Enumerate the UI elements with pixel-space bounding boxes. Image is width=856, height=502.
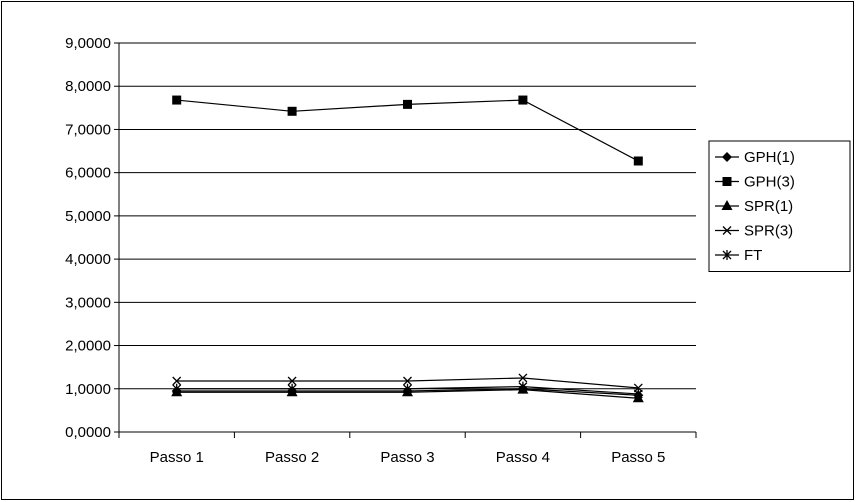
data-point-spr-3 xyxy=(518,373,528,383)
legend-label-spr-1: SPR(1) xyxy=(744,198,793,215)
marker-stroke xyxy=(403,376,412,386)
legend-marker-gph-3 xyxy=(722,177,732,186)
legend-label-spr-3: SPR(3) xyxy=(744,223,793,240)
legend-label-gph-1: GPH(1) xyxy=(744,149,795,166)
legend-marker-gph-1 xyxy=(722,152,732,162)
data-point-ft xyxy=(633,388,643,399)
data-point-gph-3 xyxy=(287,106,297,116)
data-point-gph-3 xyxy=(172,95,182,105)
legend-label-gph-3: GPH(3) xyxy=(744,174,795,191)
x-tick-label: Passo 3 xyxy=(380,449,434,466)
x-tick-label: Passo 4 xyxy=(496,449,550,466)
data-point-ft xyxy=(287,383,297,394)
y-tick-label: 0,0000 xyxy=(65,424,111,441)
x-tick-label: Passo 5 xyxy=(611,449,665,466)
y-tick-label: 3,0000 xyxy=(65,294,111,311)
legend-marker-ft xyxy=(722,250,732,260)
marker-stroke xyxy=(518,373,528,383)
y-tick-label: 8,0000 xyxy=(65,78,111,95)
y-tick-label: 7,0000 xyxy=(65,121,111,138)
marker-stroke xyxy=(172,376,182,386)
data-point-spr-3 xyxy=(287,376,297,386)
y-tick-label: 2,0000 xyxy=(65,338,111,355)
y-tick-label: 4,0000 xyxy=(65,251,111,268)
data-point-ft xyxy=(518,381,528,392)
legend-marker-spr-1 xyxy=(721,200,733,210)
data-point-gph-3 xyxy=(518,95,528,105)
data-point-ft xyxy=(172,383,182,394)
legend-label-ft: FT xyxy=(744,247,762,264)
data-point-gph-3 xyxy=(403,99,412,109)
marker-stroke xyxy=(722,226,732,235)
series-line-gph-3 xyxy=(176,99,639,162)
data-point-ft xyxy=(403,383,412,394)
x-tick-label: Passo 2 xyxy=(265,449,319,466)
marker-stroke xyxy=(287,376,297,386)
data-point-gph-3 xyxy=(633,156,643,166)
y-tick-label: 6,0000 xyxy=(65,165,111,182)
y-tick-label: 1,0000 xyxy=(65,381,111,398)
legend-marker-spr-3 xyxy=(722,226,732,235)
data-point-spr-3 xyxy=(172,376,182,386)
y-tick-label: 5,0000 xyxy=(65,208,111,225)
y-tick-label: 9,0000 xyxy=(65,35,111,52)
data-point-spr-3 xyxy=(403,376,412,386)
x-tick-label: Passo 1 xyxy=(150,449,204,466)
